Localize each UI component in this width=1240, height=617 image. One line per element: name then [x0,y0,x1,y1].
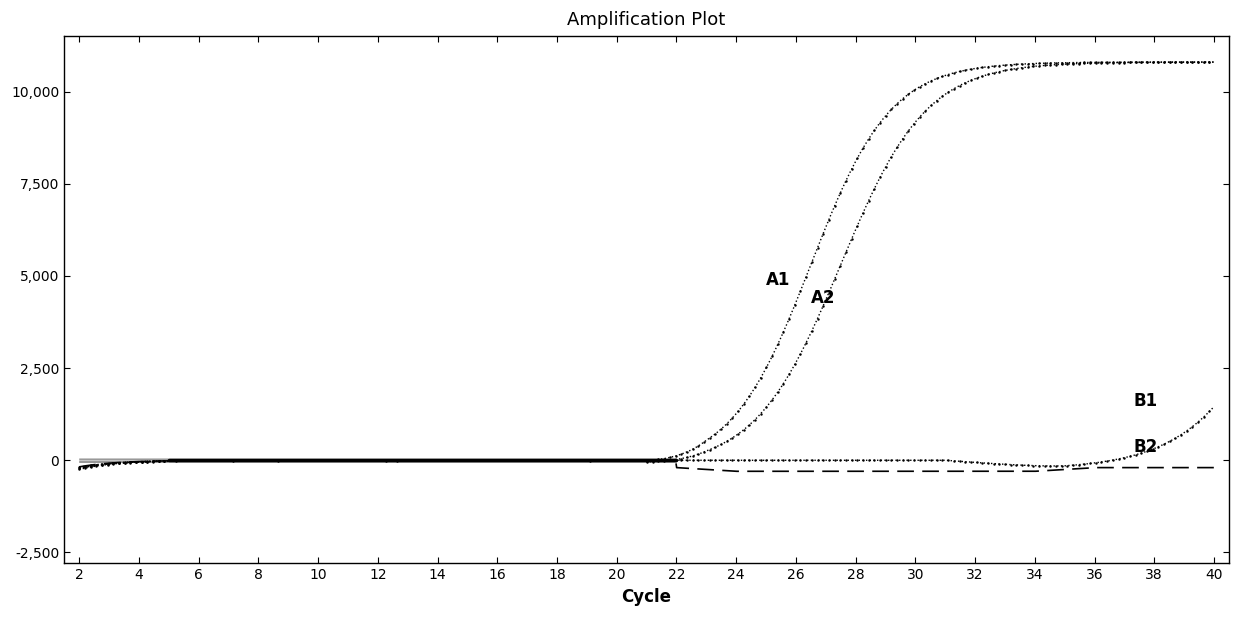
Title: Amplification Plot: Amplification Plot [568,11,725,29]
Text: A2: A2 [811,289,836,307]
Text: B1: B1 [1133,392,1157,410]
Text: A1: A1 [766,271,790,289]
X-axis label: Cycle: Cycle [621,588,672,606]
Text: B2: B2 [1133,438,1158,457]
